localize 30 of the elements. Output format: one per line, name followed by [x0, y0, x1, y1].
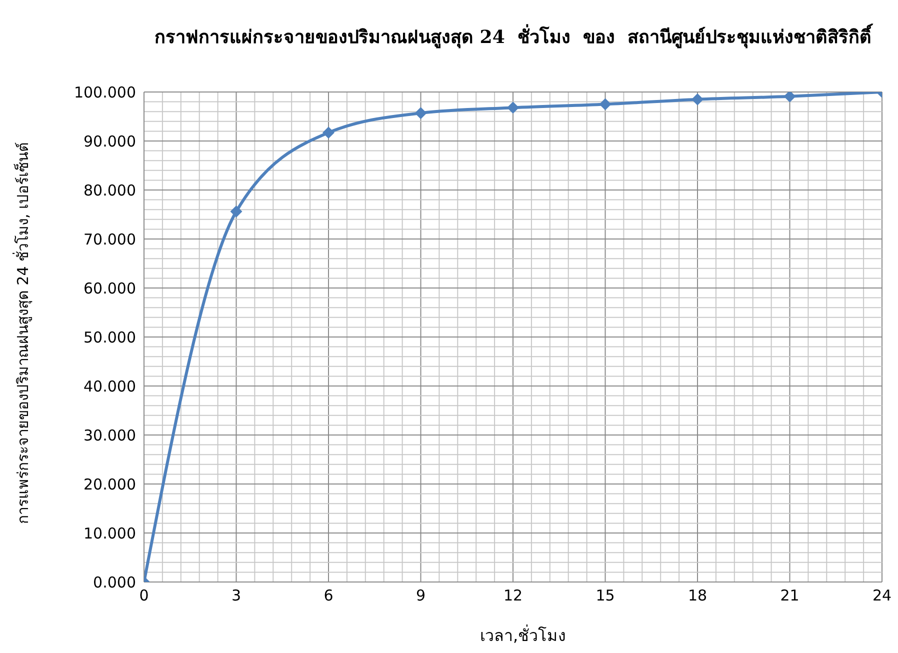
y-tick-label: 60.000: [84, 279, 136, 298]
x-tick-label: 21: [780, 586, 800, 605]
y-tick-label: 90.000: [84, 132, 136, 150]
x-tick-label: 18: [688, 586, 708, 605]
y-tick-label: 10.000: [84, 524, 136, 542]
x-tick-label: 0: [139, 586, 149, 605]
chart-title: กราฟการแผ่กระจายของปริมาณฝนสูงสุด 24 ชั่วโมง ของ สถานีศูนย์ประชุมแห่งชาติสิริกิติ์: [154, 22, 874, 50]
x-tick-label: 9: [416, 586, 426, 605]
point: [230, 206, 242, 218]
x-tick-label: 24: [872, 586, 892, 605]
point: [322, 126, 334, 139]
y-tick-label: 70.000: [84, 230, 136, 248]
y-tick-label: 0.000: [93, 573, 136, 592]
y-tick-label: 20.000: [84, 475, 136, 494]
x-tick-label: 12: [503, 586, 523, 605]
point: [414, 107, 427, 120]
y-axis-title: การแพร่กระจายของปริมาณฝนสูงสุด 24 ชั่วโมง, เปอร์เซ็นต์: [12, 142, 34, 524]
y-tick-label: 30.000: [84, 426, 136, 444]
y-tick-label: 40.000: [84, 377, 136, 396]
x-tick-label: 3: [231, 586, 242, 605]
x-axis-title: เวลา,ชั่วโมง: [478, 624, 568, 647]
y-tick-label: 100.000: [74, 83, 136, 102]
point: [599, 98, 612, 110]
x-tick-label: 6: [324, 586, 334, 605]
y-tick-label: 50.000: [84, 328, 136, 346]
point: [784, 92, 796, 102]
point: [692, 93, 704, 106]
y-tick-label: 80.000: [84, 181, 136, 200]
x-tick-label: 15: [596, 586, 615, 605]
point: [507, 102, 519, 114]
